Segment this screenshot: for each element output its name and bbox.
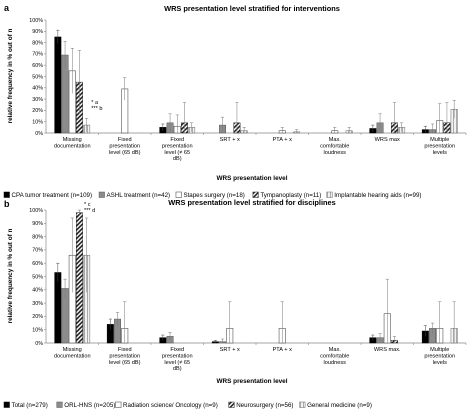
significance-annotation: *** b bbox=[91, 106, 102, 112]
chart-b-ylabel: relative frequency in % out of n bbox=[7, 228, 14, 323]
category-label: Fixed bbox=[170, 137, 184, 143]
category-label: level (65 dB) bbox=[109, 150, 141, 156]
legend-swatch bbox=[252, 191, 259, 198]
category-label: comfortable bbox=[320, 353, 349, 359]
category-label: Fixed bbox=[170, 347, 184, 353]
legend-label: ASHL treatment (n=42) bbox=[107, 192, 171, 199]
y-tick-label: 80% bbox=[32, 234, 43, 240]
y-tick-label: 50% bbox=[32, 74, 43, 80]
category-label: loudness bbox=[324, 360, 347, 366]
category-label: level (65 dB) bbox=[109, 360, 141, 366]
category-label: Fixed bbox=[118, 137, 132, 143]
legend-swatch bbox=[56, 401, 63, 408]
legend-swatch bbox=[326, 191, 333, 198]
chart-b-title: WRS presentation level stratified for di… bbox=[168, 198, 336, 207]
category-label: SRT + x bbox=[220, 137, 240, 143]
chart-b-plot: 0% 10% 20% 30% 40% 50% 60% 70% 80% 90% 100% Missing… bbox=[29, 202, 467, 372]
category-label: Multiple bbox=[430, 137, 449, 143]
y-tick-label: 20% bbox=[32, 314, 43, 320]
y-tick-label: 100% bbox=[29, 18, 43, 24]
legend-swatch bbox=[98, 191, 105, 198]
category-label: presentation bbox=[162, 353, 193, 359]
category-label: presentation bbox=[109, 353, 140, 359]
category-label: Max. bbox=[329, 137, 342, 143]
y-tick-label: 40% bbox=[32, 288, 43, 294]
chart-a-title: WRS presentation level stratified for in… bbox=[164, 4, 340, 13]
category-label: Fixed bbox=[118, 347, 132, 353]
category-label: levels bbox=[433, 150, 448, 156]
significance-annotation: * a bbox=[91, 100, 99, 106]
category-label: loudness bbox=[324, 150, 347, 156]
y-tick-label: 60% bbox=[32, 63, 43, 69]
category-label: PTA + x bbox=[273, 137, 293, 143]
y-tick-label: 70% bbox=[32, 52, 43, 58]
category-label: PTA + x bbox=[273, 347, 293, 353]
chart-a-plot: 0% 10% 20% 30% 40% 50% 60% 70% 80% 90% 100% Missing… bbox=[29, 18, 467, 162]
bar bbox=[76, 212, 83, 344]
y-tick-label: 0% bbox=[35, 131, 43, 137]
y-tick-label: 50% bbox=[32, 274, 43, 280]
category-label: presentation bbox=[162, 143, 193, 149]
category-label: documentation bbox=[54, 353, 91, 359]
legend-label: CPA tumor treatment (n=109) bbox=[12, 192, 93, 199]
chart-b-legend: Total (n=279) ORL-HNS (n=205) Radiation sc… bbox=[3, 401, 372, 409]
category-label: dB) bbox=[173, 156, 182, 162]
legend-label: Total (n=279) bbox=[12, 402, 48, 409]
category-label: level (≠ 65 bbox=[164, 360, 190, 366]
y-tick-label: 30% bbox=[32, 97, 43, 103]
chart-a-xlabel: WRS presentation level bbox=[216, 175, 287, 182]
y-tick-label: 40% bbox=[32, 86, 43, 92]
y-tick-label: 100% bbox=[29, 208, 43, 214]
chart-a-ylabel: relative frequency in % out of n bbox=[7, 28, 14, 123]
category-label: Multiple bbox=[430, 347, 449, 353]
y-tick-label: 20% bbox=[32, 108, 43, 114]
legend-label: General medicine (n=9) bbox=[307, 402, 372, 409]
category-label: Missing bbox=[63, 347, 82, 353]
y-tick-label: 80% bbox=[32, 40, 43, 46]
category-label: presentation bbox=[424, 353, 455, 359]
y-tick-label: 30% bbox=[32, 301, 43, 307]
legend-swatch bbox=[299, 401, 306, 408]
legend-swatch bbox=[175, 191, 182, 198]
legend-label: Stapes surgery (n=18) bbox=[183, 192, 244, 199]
significance-annotation: *** d bbox=[84, 208, 95, 214]
legend-label: Radiation science/ Oncology (n=9) bbox=[123, 402, 218, 409]
panel-letter-a: a bbox=[4, 3, 10, 13]
category-label: comfortable bbox=[320, 143, 349, 149]
legend-label: ORL-HNS (n=205) bbox=[64, 402, 115, 409]
panel-letter-b: b bbox=[4, 199, 10, 209]
y-tick-label: 0% bbox=[35, 341, 43, 347]
y-tick-label: 10% bbox=[32, 120, 43, 126]
chart-a-legend: CPA tumor treatment (n=109) ASHL treatmen… bbox=[3, 191, 421, 199]
category-label: Max. bbox=[329, 347, 342, 353]
legend-swatch bbox=[3, 191, 10, 198]
bar bbox=[54, 272, 62, 344]
category-label: level (≠ 65 bbox=[164, 150, 190, 156]
legend-label: Tympanoplasty (n=11) bbox=[260, 192, 321, 199]
category-label: WRS max bbox=[375, 137, 400, 143]
legend-swatch bbox=[3, 401, 10, 408]
y-tick-label: 90% bbox=[32, 221, 43, 227]
y-tick-label: 10% bbox=[32, 328, 43, 334]
category-label: dB) bbox=[173, 366, 182, 372]
y-tick-label: 60% bbox=[32, 261, 43, 267]
category-label: Missing bbox=[63, 137, 82, 143]
y-tick-label: 70% bbox=[32, 248, 43, 254]
category-label: WRS max. bbox=[374, 347, 401, 353]
category-label: SRT + x bbox=[220, 347, 240, 353]
category-label: documentation bbox=[54, 143, 91, 149]
category-label: levels bbox=[433, 360, 448, 366]
chart-b-xlabel: WRS presentation level bbox=[216, 378, 287, 385]
legend-swatch bbox=[115, 401, 122, 408]
bar bbox=[54, 36, 62, 134]
category-label: presentation bbox=[109, 143, 140, 149]
legend-label: Neurosurgery (n=56) bbox=[236, 402, 293, 409]
y-tick-label: 90% bbox=[32, 29, 43, 35]
legend-swatch bbox=[228, 401, 235, 408]
significance-annotation: * c bbox=[84, 202, 91, 208]
legend-label: Implantable hearing aids (n=99) bbox=[334, 192, 421, 199]
category-label: presentation bbox=[424, 143, 455, 149]
